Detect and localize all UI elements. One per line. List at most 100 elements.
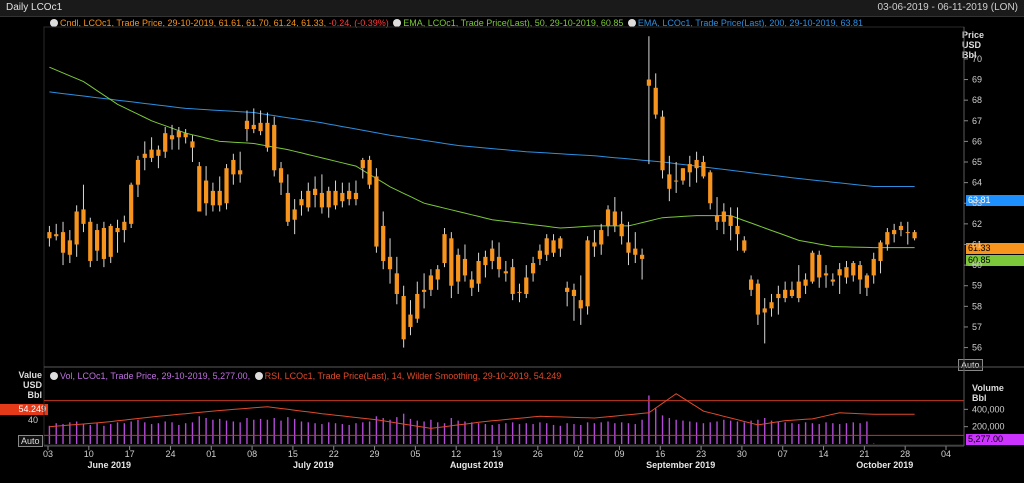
price-tick-label: 63 [972,198,982,208]
volume-tick-label: 200,000 [972,422,1005,432]
candle-body [462,258,468,276]
candle-body [251,124,256,130]
candle-body [762,308,767,313]
candle-body [163,133,168,152]
candle-body [292,209,297,220]
candle-body [94,230,100,251]
ema50-legend-item[interactable]: EMA, LCOc1, Trade Price(Last), 50, 29-10… [393,18,623,28]
candle-body [639,254,645,259]
lower-legend: Vol, LCOc1, Trade Price, 29-10-2019, 5,2… [50,371,561,381]
price-tick-label: 62 [972,219,982,229]
price-tick-label: 56 [972,343,982,353]
candle-body [701,162,706,177]
candle-body [278,168,284,183]
candle-body [769,302,774,309]
candle-body [612,211,617,226]
value-auto-scale-button[interactable]: Auto [18,435,43,447]
price-tick-label: 70 [972,54,982,64]
candle-body [258,122,263,132]
legend-bullet-icon [50,372,58,380]
candle-body [108,225,113,257]
candle-body [142,153,147,158]
price-axis-header-line: Price [962,30,985,40]
candle-body [67,240,72,255]
price-tick-label: 64 [972,178,982,188]
candle-body [435,269,440,280]
candle-body [646,79,652,86]
candle-body [626,242,631,253]
candle-body [714,215,720,222]
candle-body [510,267,515,294]
plot-frame [43,26,965,446]
candle-body [810,252,815,282]
candle-body [129,184,134,224]
candle-body [857,265,863,280]
rsi-line [49,393,915,429]
candle-body [687,164,692,173]
chart-title: Daily LCOc1 [6,2,63,13]
candle-body [517,291,522,293]
candle-body [585,240,590,307]
candle-body [789,289,795,297]
candle-body [742,240,747,251]
candle-body [394,273,399,294]
candle-body [387,256,393,270]
volume-tick-label: 400,000 [972,404,1005,414]
candle-body [265,122,270,148]
candle-body [81,209,86,224]
candle-body [190,141,195,148]
candle-body [524,277,529,294]
candle-body [272,124,277,171]
candle-body [231,159,236,175]
candle-body [149,149,154,158]
candle-body [619,223,624,237]
candle-body [101,227,107,259]
candle-body [735,225,740,235]
time-tick-label: 04 [941,449,951,459]
price-tick-label: 68 [972,95,982,105]
candle-body [830,279,835,282]
candle-body [544,238,549,255]
candles-layer [47,36,917,348]
candle-body [483,256,488,266]
candle-body [796,281,801,299]
candle-body [88,221,93,261]
volume-legend-text: Vol, LCOc1, Trade Price, 29-10-2019, 5,2… [60,371,251,381]
candle-body [238,170,243,175]
candle-body [74,211,79,245]
candle-body [374,176,379,247]
candle-body [898,225,904,231]
price-tick-label: 69 [972,75,982,85]
candle-body [803,279,808,286]
price-tick-label: 57 [972,322,982,332]
candle-body [306,190,311,208]
date-range-label[interactable]: 03-06-2019 - 06-11-2019 (LON) [877,2,1018,13]
time-tick-label: 21 [859,449,869,459]
ema200-legend-item[interactable]: EMA, LCOc1, Trade Price(Last), 200, 29-1… [627,18,863,28]
time-tick-label: 05 [410,449,420,459]
candle-body [837,269,842,276]
time-tick-label: 30 [737,449,747,459]
candle-body [755,283,761,315]
candle-body [476,260,481,284]
ema200-value-badge: 63.81 [966,195,1024,206]
rsi-legend-item[interactable]: RSI, LCOc1, Trade Price(Last), 14, Wilde… [254,371,561,381]
candle-body [912,232,917,239]
price-tick-label: 59 [972,281,982,291]
time-tick-label: 29 [370,449,380,459]
candle-body [340,192,345,202]
candle-body [578,300,583,309]
volume-axis-header: Volume Bbl [972,383,1012,403]
candle-body [347,190,352,200]
candle-body [728,215,733,226]
candle-legend-item[interactable]: Cndl, LCOc1, Trade Price, 29-10-2019, 61… [50,18,389,28]
time-tick-label: 26 [533,449,543,459]
legend-bullet-icon [254,372,263,380]
volume-legend-item[interactable]: Vol, LCOc1, Trade Price, 29-10-2019, 5,2… [50,371,250,381]
candle-body [360,159,365,169]
candle-body [469,279,474,288]
candle-body [217,190,222,206]
candle-body [680,168,686,181]
time-tick-label: 14 [819,449,829,459]
